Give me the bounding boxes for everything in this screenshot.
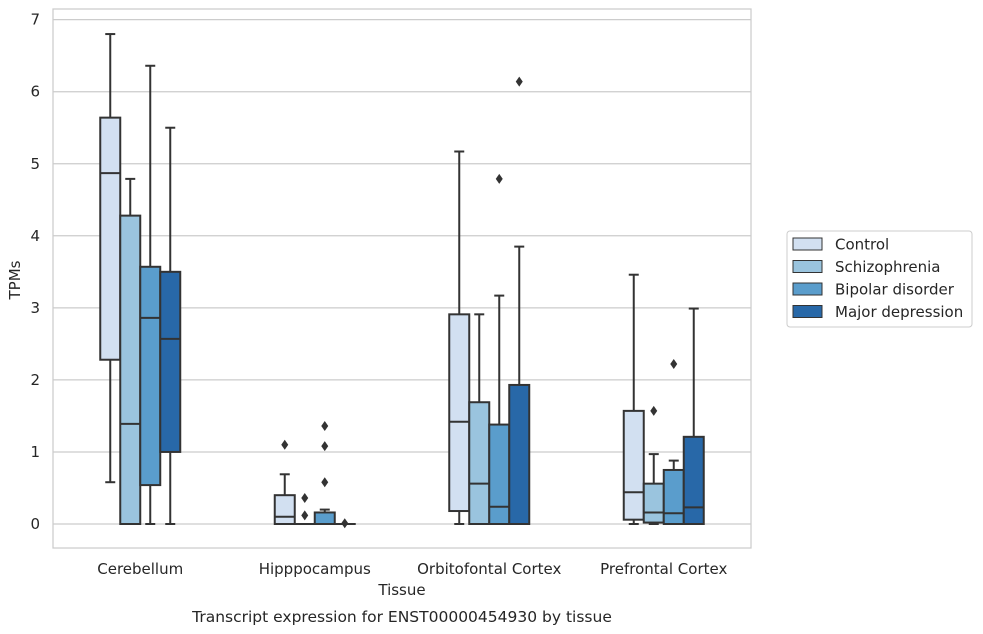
box-element (448, 150, 471, 525)
box-element (313, 421, 336, 525)
x-tick-label: Prefrontal Cortex (600, 560, 727, 578)
box-body (448, 313, 471, 513)
box-body (468, 401, 491, 526)
box-body (159, 270, 182, 453)
box-element (622, 273, 645, 525)
legend-label: Control (835, 236, 889, 254)
flier-point (301, 493, 309, 504)
box-element (682, 307, 705, 525)
box-body (488, 423, 511, 526)
box-element (333, 518, 356, 529)
flier-point (495, 173, 503, 184)
box-body (508, 383, 531, 526)
x-tick-labels: Cerebellum Hipppocampus Orbitofontal Corte… (97, 560, 727, 578)
flier-point (301, 510, 309, 521)
series-major-depression (159, 76, 705, 529)
series-schizophrenia (119, 177, 665, 526)
legend-label: Bipolar disorder (835, 281, 955, 299)
y-tick-label: 0 (30, 515, 40, 533)
y-tick-label: 7 (30, 11, 40, 29)
box-element (119, 177, 142, 525)
box-series (99, 33, 705, 529)
box-element (139, 64, 162, 525)
box-body (682, 435, 705, 525)
series-bipolar-disorder (139, 64, 685, 526)
x-tick-label: Hipppocampus (259, 560, 371, 578)
legend-label: Schizophrenia (835, 258, 940, 276)
x-axis-label: Tissue (377, 581, 425, 599)
box-body (139, 265, 162, 487)
y-tick-label: 2 (30, 371, 40, 389)
box-element (159, 126, 182, 525)
legend-swatch (792, 260, 823, 273)
y-tick-label: 1 (30, 443, 40, 461)
box-element (488, 173, 511, 526)
box-element (293, 493, 316, 526)
x-tick-label: Cerebellum (97, 560, 183, 578)
flier-point (650, 405, 658, 416)
box-element (642, 405, 665, 525)
legend-swatch (792, 237, 823, 251)
flier-point (281, 439, 289, 450)
plot-frame (52, 8, 752, 549)
box-body (642, 482, 665, 524)
box-element (273, 439, 296, 525)
series-control (99, 33, 645, 525)
chart-caption: Transcript expression for ENST0000045493… (191, 608, 612, 626)
flier-point (670, 359, 678, 370)
flier-point (321, 441, 329, 452)
box-element (662, 359, 685, 525)
box-body (313, 511, 336, 525)
y-tick-label: 6 (30, 83, 40, 101)
legend-swatch (792, 305, 823, 318)
y-tick-label: 4 (30, 227, 40, 245)
box-body (99, 116, 122, 361)
y-tick-label: 5 (30, 155, 40, 173)
flier-point (321, 477, 329, 488)
box-body (622, 409, 645, 521)
flier-point (341, 518, 349, 529)
box-element (99, 33, 122, 484)
box-element (508, 76, 531, 526)
y-tick-labels: 0 1 2 3 4 5 6 7 (30, 11, 40, 533)
y-tick-label: 3 (30, 299, 40, 317)
box-body (119, 214, 142, 525)
legend-frame (786, 230, 973, 328)
legend-label: Major depression (835, 303, 963, 321)
box-body (662, 468, 685, 525)
legend: Control Schizophrenia Bipolar disorder Majo… (786, 230, 973, 328)
y-axis-label: TPMs (6, 260, 24, 300)
x-tick-label: Orbitofontal Cortex (417, 560, 561, 578)
flier-point (321, 421, 329, 432)
box-body (273, 494, 296, 525)
legend-swatch (792, 282, 823, 296)
box-element (468, 313, 491, 526)
flier-point (515, 76, 523, 87)
